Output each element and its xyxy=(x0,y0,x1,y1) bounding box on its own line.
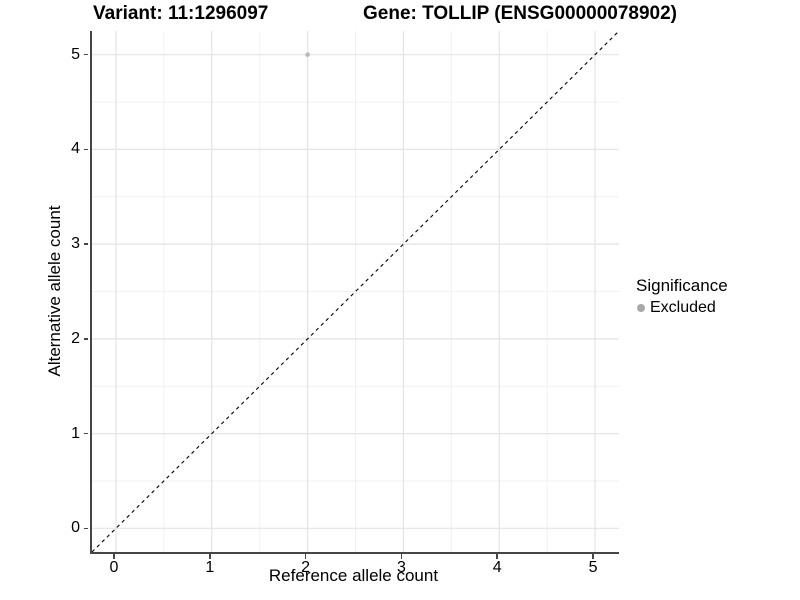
y-tick-mark xyxy=(83,432,88,435)
y-tick-mark xyxy=(83,243,88,245)
y-tick-label: 4 xyxy=(71,140,80,158)
y-tick-mark xyxy=(83,338,88,340)
excluded-point-icon xyxy=(637,304,645,312)
identity-line xyxy=(92,31,619,552)
x-tick-mark xyxy=(209,554,211,559)
x-axis-title: Reference allele count xyxy=(268,566,439,585)
y-axis-title: Alternative allele count xyxy=(45,205,64,377)
legend-entry-label: Excluded xyxy=(650,299,716,316)
x-tick-label: 4 xyxy=(492,559,502,576)
y-tick-mark xyxy=(83,527,88,530)
x-tick-label: 5 xyxy=(588,559,598,576)
x-tick-mark xyxy=(496,554,498,559)
x-tick-label: 0 xyxy=(109,559,119,576)
x-tick-label: 2 xyxy=(301,559,311,576)
legend-entry-excluded: Excluded xyxy=(637,299,728,317)
y-tick-label: 5 xyxy=(71,45,80,63)
x-tick-label: 1 xyxy=(205,559,215,576)
legend-title: Significance xyxy=(636,276,728,295)
x-tick-mark xyxy=(592,554,594,559)
y-tick-label: 2 xyxy=(71,329,80,347)
y-tick-mark xyxy=(83,148,88,151)
x-tick-label: 3 xyxy=(396,559,406,576)
plot-title-variant: Variant: 11:1296097 xyxy=(93,3,269,24)
plot-title-gene: Gene: TOLLIP (ENSG00000078902) xyxy=(363,3,678,24)
plot-canvas xyxy=(92,31,619,552)
y-tick-mark xyxy=(83,53,88,56)
y-tick-label: 0 xyxy=(71,519,80,537)
plot-panel xyxy=(90,31,619,554)
legend: Significance Excluded xyxy=(636,276,728,317)
data-point xyxy=(305,52,310,57)
y-tick-label: 1 xyxy=(71,424,80,442)
y-tick-label: 3 xyxy=(71,235,80,253)
x-tick-mark xyxy=(400,554,403,559)
x-tick-mark xyxy=(113,554,115,559)
x-tick-mark xyxy=(304,554,307,559)
